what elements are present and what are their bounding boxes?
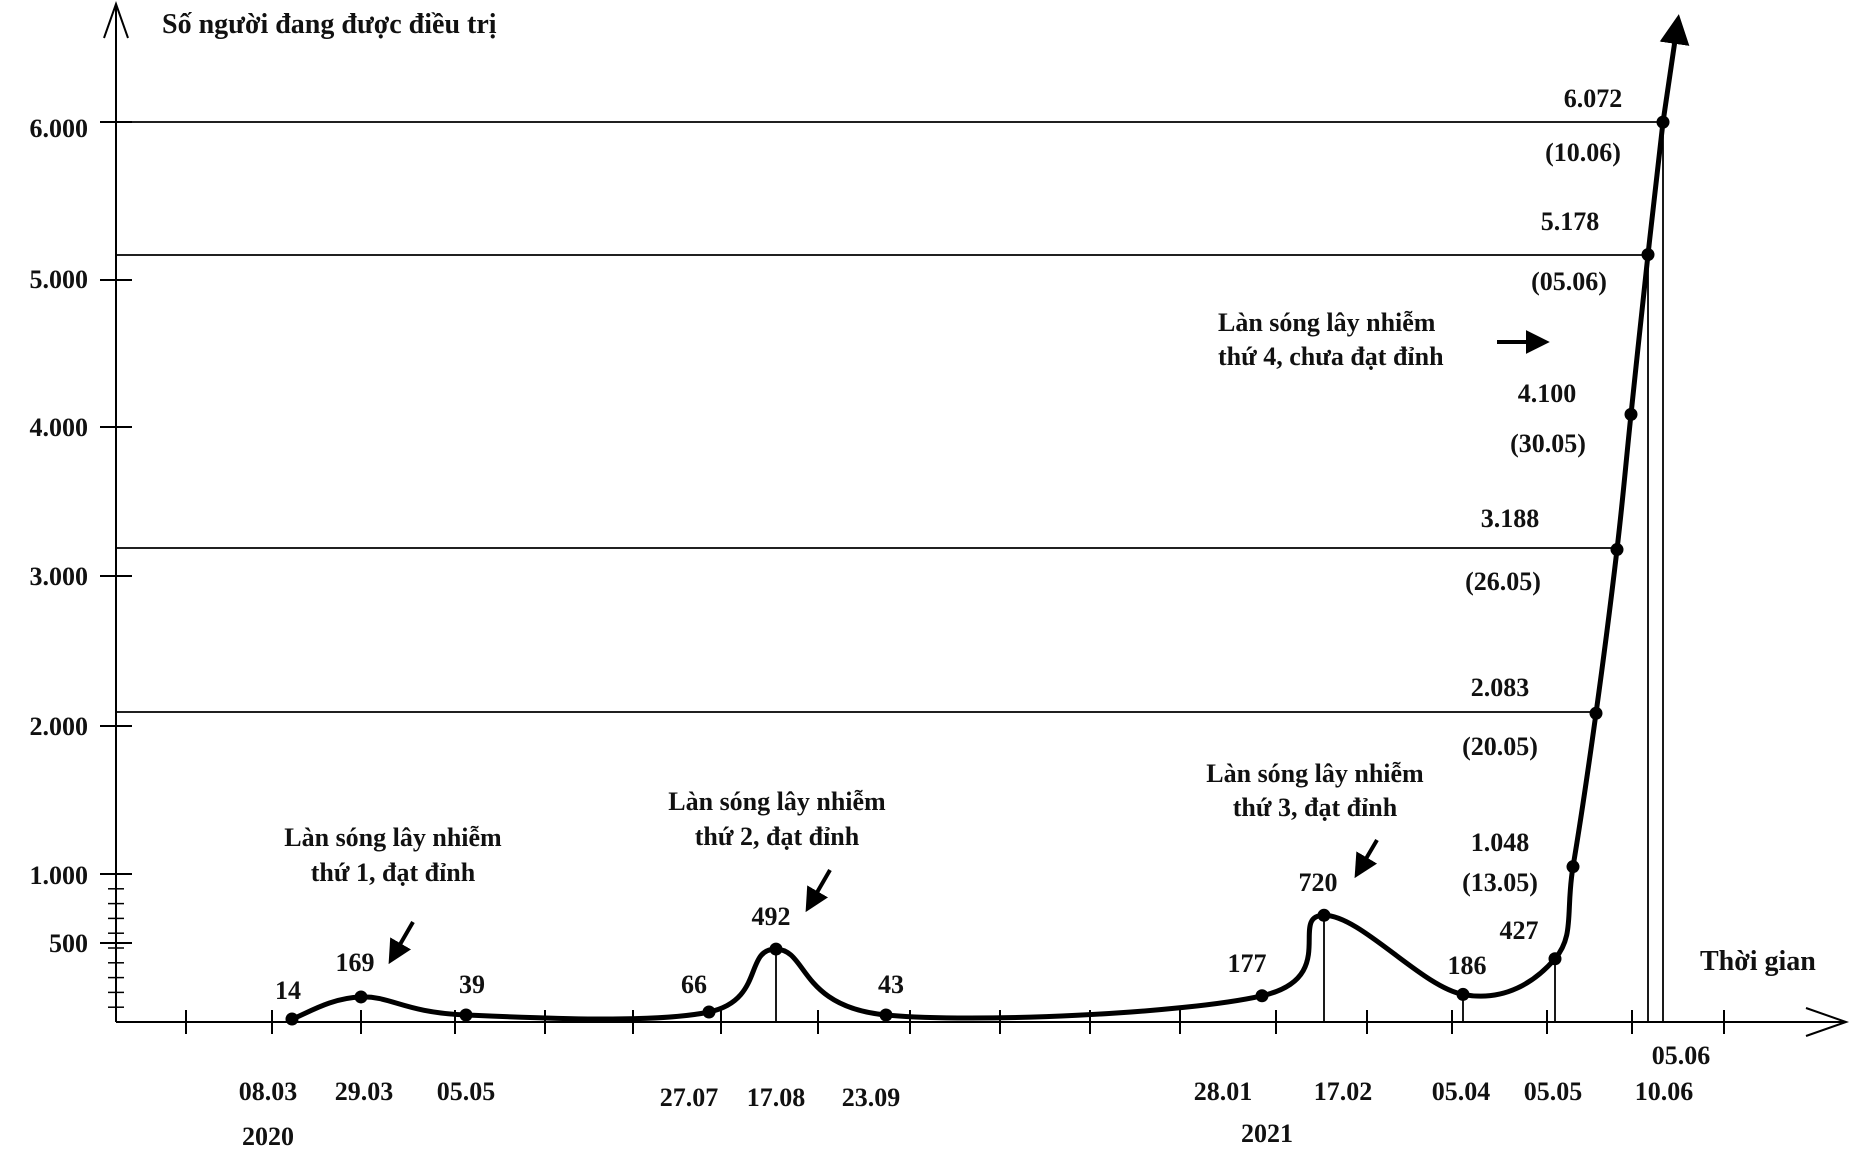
data-point-177 xyxy=(1255,989,1269,1003)
annotation-4-line-2: thứ 4, chưa đạt đỉnh xyxy=(1218,342,1444,371)
value-label-177: 177 xyxy=(1228,949,1267,978)
value-label-169: 169 xyxy=(336,948,375,977)
date-labels: (13.05) (20.05) (26.05) (30.05) (05.06) (10.0… xyxy=(1462,138,1621,897)
value-label-2.083: 2.083 xyxy=(1471,673,1530,702)
y-tick-label-1.000: 1.000 xyxy=(30,861,89,890)
x-date-label-17.02: 17.02 xyxy=(1314,1077,1373,1106)
annotation-arrow-3 xyxy=(1354,838,1379,879)
minor-ticks xyxy=(108,888,124,1008)
data-point-6.072 xyxy=(1656,115,1670,129)
x-date-label-27.07: 27.07 xyxy=(660,1083,719,1112)
annotation-3-line-1: Làn sóng lây nhiễm xyxy=(1206,759,1424,788)
x-date-label-05.05: 05.05 xyxy=(437,1077,496,1106)
value-label-39: 39 xyxy=(459,970,485,999)
x-date-label-28.01: 28.01 xyxy=(1194,1077,1253,1106)
y-tick-label-2.000: 2.000 xyxy=(30,712,89,741)
series-arrow xyxy=(1659,14,1690,123)
x-date-label-08.03: 08.03 xyxy=(239,1077,298,1106)
value-label-14: 14 xyxy=(275,976,301,1005)
year-label-2020: 2020 xyxy=(242,1122,294,1150)
date-label-05.06: (05.06) xyxy=(1531,267,1607,296)
annotation-1-line-2: thứ 1, đạt đỉnh xyxy=(311,858,476,887)
annotation-arrow-2 xyxy=(805,868,832,913)
x-date-label-05.06: 05.06 xyxy=(1652,1041,1711,1070)
y-tick-label-3.000: 3.000 xyxy=(30,562,89,591)
data-point-720 xyxy=(1317,908,1331,922)
data-point-43 xyxy=(879,1008,893,1022)
x-tick-labels: 08.03 29.03 05.05 27.07 17.08 23.09 28.01 17.02… xyxy=(239,1041,1711,1112)
data-point-4.100 xyxy=(1624,407,1638,421)
data-point-427 xyxy=(1548,952,1562,966)
data-point-169 xyxy=(354,990,368,1004)
axes xyxy=(103,0,1850,1037)
drop-lines xyxy=(360,122,1664,1022)
y-tick-label-5.000: 5.000 xyxy=(30,265,89,294)
data-point-2.083 xyxy=(1589,706,1603,720)
annotation-2-line-2: thứ 2, đạt đỉnh xyxy=(695,822,860,851)
value-label-186: 186 xyxy=(1448,951,1487,980)
date-label-13.05: (13.05) xyxy=(1462,868,1538,897)
x-date-label-05.05: 05.05 xyxy=(1524,1077,1583,1106)
reference-lines xyxy=(116,121,1663,713)
x-date-label-29.03: 29.03 xyxy=(335,1077,394,1106)
date-label-20.05: (20.05) xyxy=(1462,732,1538,761)
annotation-1-line-1: Làn sóng lây nhiễm xyxy=(284,823,502,852)
date-label-26.05: (26.05) xyxy=(1465,567,1541,596)
y-tick-label-6.000: 6.000 xyxy=(30,114,89,143)
value-label-492: 492 xyxy=(752,902,791,931)
value-label-6.072: 6.072 xyxy=(1564,84,1623,113)
x-date-label-17.08: 17.08 xyxy=(747,1083,806,1112)
value-labels: 14 169 39 66 492 43 177 720 186 427 1.048 2.083 3.18… xyxy=(275,84,1622,1005)
annotation-2-line-1: Làn sóng lây nhiễm xyxy=(668,787,886,816)
x-axis-arrow xyxy=(1805,1007,1850,1037)
data-point-1.048 xyxy=(1566,860,1580,874)
value-label-43: 43 xyxy=(878,970,904,999)
y-tick-label-4.000: 4.000 xyxy=(30,413,89,442)
value-label-720: 720 xyxy=(1299,868,1338,897)
data-points xyxy=(285,115,1670,1026)
data-point-39 xyxy=(459,1008,473,1022)
annotation-arrow-1 xyxy=(388,920,415,965)
value-label-4.100: 4.100 xyxy=(1518,379,1577,408)
x-axis-title: Thời gian xyxy=(1700,946,1816,977)
y-axis-title: Số người đang được điều trị xyxy=(162,9,497,40)
x-ticks xyxy=(185,1010,1725,1034)
date-label-10.06: (10.06) xyxy=(1545,138,1621,167)
date-label-30.05: (30.05) xyxy=(1510,429,1586,458)
y-axis-arrow xyxy=(103,0,129,39)
data-point-492 xyxy=(769,942,783,956)
value-label-1.048: 1.048 xyxy=(1471,828,1530,857)
y-tick-labels: 6.000 5.000 4.000 3.000 2.000 1.000 500 xyxy=(30,114,132,958)
series-line xyxy=(289,119,1666,1022)
annotation-4-line-1: Làn sóng lây nhiễm xyxy=(1218,308,1436,337)
value-label-5.178: 5.178 xyxy=(1541,207,1600,236)
value-label-66: 66 xyxy=(681,970,707,999)
year-label-2021: 2021 xyxy=(1241,1119,1293,1148)
x-date-label-05.04: 05.04 xyxy=(1432,1077,1491,1106)
value-label-427: 427 xyxy=(1500,916,1539,945)
value-label-3.188: 3.188 xyxy=(1481,504,1540,533)
data-point-186 xyxy=(1456,987,1470,1001)
y-tick-label-500: 500 xyxy=(49,929,88,958)
data-point-3.188 xyxy=(1610,543,1624,557)
annotations: Làn sóng lây nhiễm thứ 1, đạt đỉnh Làn són… xyxy=(284,308,1550,965)
data-point-14 xyxy=(285,1012,299,1026)
x-date-label-23.09: 23.09 xyxy=(842,1083,901,1112)
data-point-5.178 xyxy=(1641,248,1655,262)
annotation-3-line-2: thứ 3, đạt đỉnh xyxy=(1233,793,1398,822)
data-point-66 xyxy=(702,1005,716,1019)
x-date-label-10.06: 10.06 xyxy=(1635,1077,1694,1106)
